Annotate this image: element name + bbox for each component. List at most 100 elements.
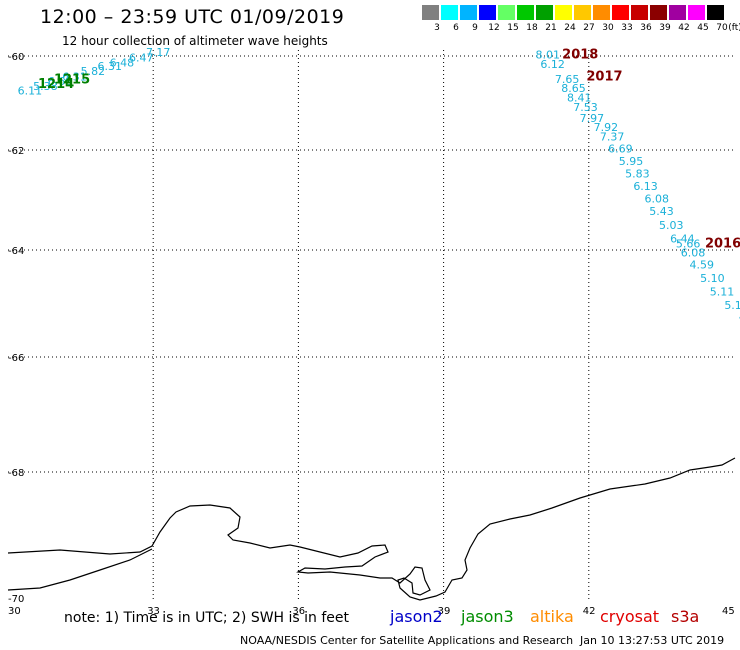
antarctic-coastline-west: [7, 548, 153, 591]
wave-height-value: 8.01: [536, 48, 561, 61]
lat-tick-label: -62: [8, 146, 24, 157]
wave-height-value: 7.17: [146, 46, 171, 59]
satellite-label-altika: altika: [530, 607, 574, 626]
wave-height-value: 6.08: [644, 193, 669, 206]
pass-time-marker: 2018: [562, 47, 598, 62]
legend-label: 18: [526, 23, 538, 33]
legend-swatch: [498, 5, 515, 20]
legend-swatch: [479, 5, 496, 20]
credit-line: NOAA/NESDIS Center for Satellite Applica…: [240, 634, 574, 647]
wave-height-value: 6.48: [110, 56, 135, 69]
wave-height-value: 6.31: [62, 70, 87, 83]
legend-label: 30: [602, 23, 614, 33]
lat-tick-label: -70: [8, 594, 24, 605]
lon-tick-label: 30: [8, 606, 21, 617]
wave-height-value: 5.1: [724, 299, 740, 312]
legend-label: 39: [659, 23, 671, 33]
legend-label: 70: [716, 23, 728, 33]
wave-height-value: 8.41: [567, 92, 592, 105]
antarctic-coastline: [7, 457, 736, 601]
legend-label: 42: [678, 23, 690, 33]
map-title: 12:00 – 23:59 UTC 01/09/2019: [40, 6, 345, 28]
legend-swatch: [517, 5, 534, 20]
wave-height-value: 8.65: [561, 82, 586, 95]
wave-height-value: 5.66: [676, 238, 701, 251]
wave-height-value: 5.10: [700, 272, 725, 285]
legend-swatch: [593, 5, 610, 20]
wave-height-value: 5.95: [619, 155, 644, 168]
legend-label: 21: [545, 23, 557, 33]
legend-swatch: [612, 5, 629, 20]
legend-label: 45: [697, 23, 709, 33]
legend-label: 27: [583, 23, 595, 33]
legend-swatch: [422, 5, 439, 20]
legend-label: 24: [564, 23, 576, 33]
wave-height-value: 6.47: [129, 52, 154, 65]
wave-height-value: 5.03: [659, 219, 684, 232]
wave-height-value: 6.13: [633, 180, 658, 193]
wave-height-value: 7.97: [580, 112, 605, 125]
legend-swatch: [536, 5, 553, 20]
legend-swatch: [555, 5, 572, 20]
legend-label: 15: [507, 23, 519, 33]
lat-tick-label: -68: [8, 468, 24, 479]
wave-height-value: 7.53: [573, 101, 598, 114]
lat-tick-label: -64: [8, 246, 24, 257]
legend-swatch: [688, 5, 705, 20]
wave-height-value: 6.31: [98, 60, 123, 73]
wave-height-value: 7.92: [594, 121, 619, 134]
lat-tick-label: -66: [8, 353, 24, 364]
pass-time-marker: 1215: [54, 72, 90, 87]
wave-height-value: 6.69: [608, 143, 633, 156]
wave-height-value: 6.12: [540, 58, 565, 71]
wave-height-value: 6.44: [670, 233, 695, 246]
legend-swatch: [707, 5, 724, 20]
legend-unit: (ft): [728, 23, 740, 33]
legend-swatch: [650, 5, 667, 20]
footer-note: note: 1) Time is in UTC; 2) SWH is in fe…: [64, 610, 350, 626]
wave-height-value: 6.08: [681, 246, 706, 259]
legend-swatch: [460, 5, 477, 20]
wave-height-value: 5.83: [625, 168, 650, 181]
legend-label: 6: [453, 23, 459, 33]
lon-tick-label: 42: [583, 606, 596, 617]
legend-swatch: [574, 5, 591, 20]
satellite-tracks: 6.115.386.686.315.826.316.486.477.17 8.01…: [18, 46, 740, 324]
legend-swatch: [631, 5, 648, 20]
satellite-label-cryosat: cryosat: [600, 607, 660, 626]
wave-height-value: 4: [739, 311, 740, 324]
wave-height-value: 5.82: [81, 65, 106, 78]
legend-swatch: [441, 5, 458, 20]
pass-time-marker: 1214: [38, 77, 74, 92]
pass-time-marker: 2017: [586, 69, 622, 84]
legend-label: 9: [472, 23, 478, 33]
wave-height-value: 4.59: [689, 259, 714, 272]
lon-tick-label: 39: [438, 606, 451, 617]
legend-label: 36: [640, 23, 652, 33]
legend-label: 12: [488, 23, 500, 33]
wave-height-value: 6.11: [18, 85, 43, 98]
pass-time-marker: 2016: [705, 237, 740, 252]
lon-tick-label: 36: [292, 606, 305, 617]
satellite-label-jason2: jason2: [390, 607, 443, 626]
lon-tick-label: 45: [722, 606, 735, 617]
graticule: [8, 50, 734, 600]
wave-height-value: 5.38: [33, 80, 58, 93]
legend-label: 33: [621, 23, 633, 33]
axis-labels: 30 33 36 39 42 45 -60 -62 -64 -66 -68 -70: [8, 52, 735, 617]
legend-swatch: [669, 5, 686, 20]
wave-height-value: 6.68: [48, 75, 73, 88]
lon-tick-label: 33: [147, 606, 160, 617]
map-subtitle: 12 hour collection of altimeter wave hei…: [62, 34, 328, 48]
legend-label: 3: [434, 23, 440, 33]
wave-height-value: 7.37: [600, 131, 625, 144]
satellite-label-jason3: jason3: [461, 607, 514, 626]
satellite-label-s3a: s3a: [671, 607, 700, 626]
wave-height-value: 5.43: [649, 205, 674, 218]
wave-height-value: 5.11: [710, 285, 735, 298]
generated-timestamp: Jan 10 13:27:53 UTC 2019: [580, 634, 725, 647]
wave-height-value: 7.65: [555, 73, 580, 86]
lat-tick-label: -60: [8, 52, 24, 63]
